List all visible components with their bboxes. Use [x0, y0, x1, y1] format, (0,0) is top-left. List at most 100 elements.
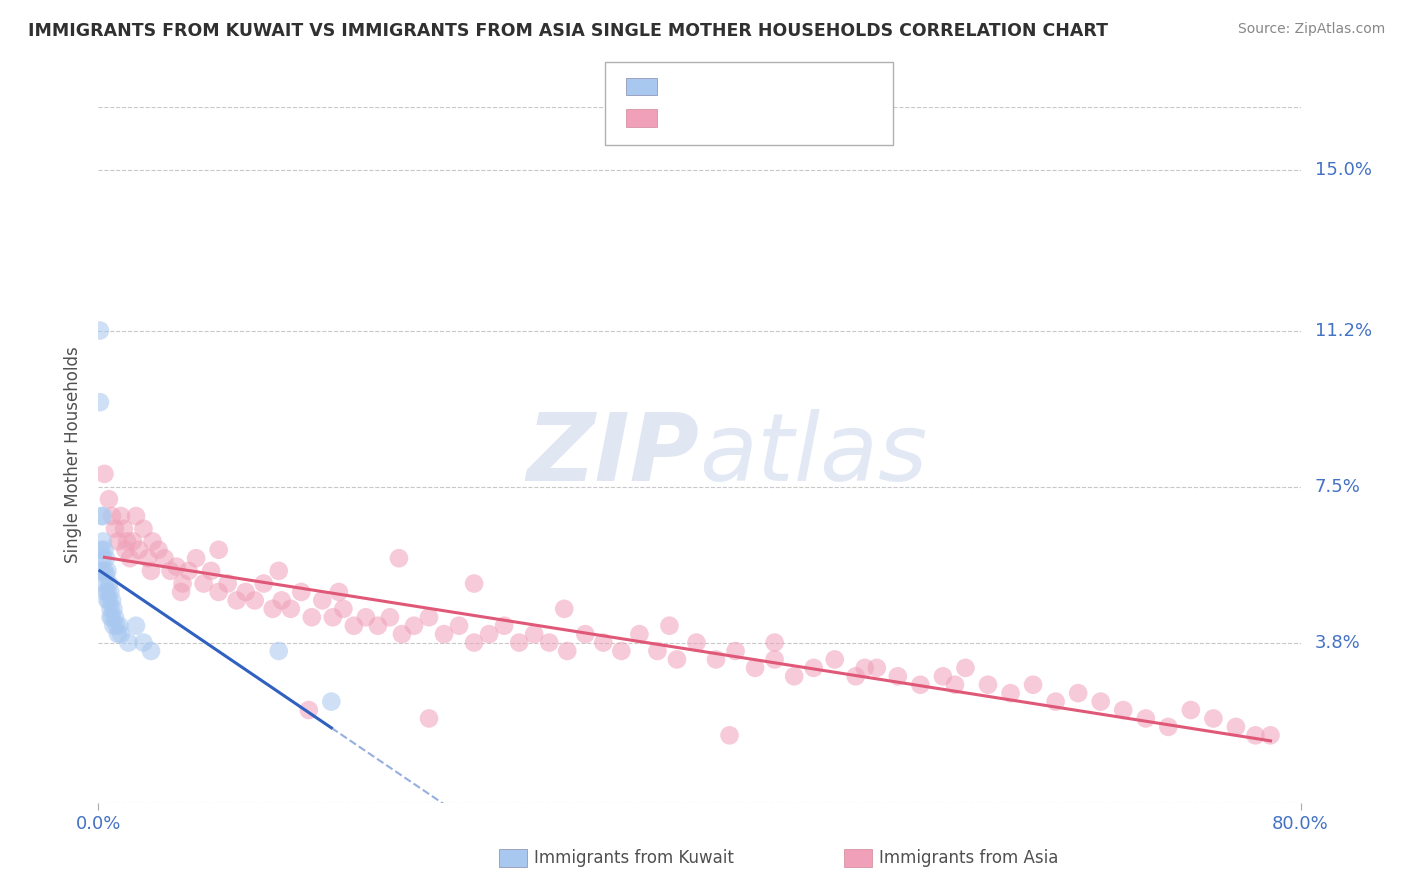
Point — [122, 534, 145, 549]
Point — [845, 669, 868, 683]
Point — [235, 585, 257, 599]
Text: R =: R = — [668, 109, 704, 127]
Point — [783, 669, 806, 683]
Point — [101, 610, 124, 624]
Point — [932, 669, 955, 683]
Point — [270, 593, 292, 607]
Point — [91, 509, 114, 524]
Point — [159, 564, 181, 578]
Text: N =: N = — [773, 109, 810, 127]
Point — [724, 644, 747, 658]
Point — [115, 534, 138, 549]
Point — [402, 618, 425, 632]
Point — [103, 602, 125, 616]
Point — [267, 644, 290, 658]
Point — [388, 551, 411, 566]
Point — [107, 627, 129, 641]
Point — [89, 324, 111, 338]
Point — [193, 576, 215, 591]
Point — [101, 593, 124, 607]
Point — [104, 522, 127, 536]
Point — [744, 661, 766, 675]
Point — [378, 610, 401, 624]
Point — [139, 564, 162, 578]
Point — [280, 602, 302, 616]
Point — [90, 564, 112, 578]
Point — [943, 678, 966, 692]
Point — [93, 542, 115, 557]
Point — [1202, 711, 1225, 725]
Point — [141, 534, 163, 549]
Point — [910, 678, 932, 692]
Point — [658, 618, 681, 632]
Point — [433, 627, 456, 641]
Point — [1244, 728, 1267, 742]
Text: Immigrants from Asia: Immigrants from Asia — [879, 849, 1059, 867]
Point — [463, 635, 485, 649]
Point — [1112, 703, 1135, 717]
Point — [1225, 720, 1247, 734]
Point — [96, 585, 118, 599]
Point — [665, 652, 688, 666]
Point — [117, 635, 139, 649]
Text: ZIP: ZIP — [527, 409, 699, 501]
Point — [1000, 686, 1022, 700]
Point — [463, 576, 485, 591]
Point — [94, 568, 117, 582]
Point — [328, 585, 350, 599]
Point — [132, 522, 155, 536]
Point — [367, 618, 389, 632]
Point — [887, 669, 910, 683]
Point — [172, 576, 194, 591]
Point — [90, 542, 112, 557]
Point — [866, 661, 889, 675]
Point — [1022, 678, 1045, 692]
Point — [153, 551, 176, 566]
Point — [225, 593, 247, 607]
Point — [125, 509, 148, 524]
Text: Immigrants from Kuwait: Immigrants from Kuwait — [534, 849, 734, 867]
Point — [418, 711, 440, 725]
Y-axis label: Single Mother Households: Single Mother Households — [65, 347, 83, 563]
Point — [208, 542, 231, 557]
Point — [553, 602, 575, 616]
Point — [110, 627, 132, 641]
Point — [343, 618, 366, 632]
Point — [322, 610, 344, 624]
Point — [1067, 686, 1090, 700]
Text: -0.459: -0.459 — [707, 109, 766, 127]
Point — [685, 635, 707, 649]
Text: 15.0%: 15.0% — [1315, 161, 1372, 179]
Point — [763, 652, 786, 666]
Point — [332, 602, 354, 616]
Point — [94, 551, 117, 566]
Point — [267, 564, 290, 578]
Point — [114, 542, 136, 557]
Point — [538, 635, 561, 649]
Point — [107, 534, 129, 549]
Point — [290, 585, 312, 599]
Point — [628, 627, 651, 641]
Point — [96, 593, 118, 607]
Text: 103: 103 — [813, 109, 848, 127]
Point — [170, 585, 193, 599]
Point — [103, 618, 125, 632]
Point — [1260, 728, 1282, 742]
Point — [1180, 703, 1202, 717]
Point — [91, 551, 114, 566]
Point — [200, 564, 222, 578]
Point — [704, 652, 727, 666]
Text: 37: 37 — [813, 78, 837, 95]
Text: 7.5%: 7.5% — [1315, 477, 1361, 496]
Point — [100, 602, 122, 616]
Point — [110, 509, 132, 524]
Point — [298, 703, 321, 717]
Text: IMMIGRANTS FROM KUWAIT VS IMMIGRANTS FROM ASIA SINGLE MOTHER HOUSEHOLDS CORRELAT: IMMIGRANTS FROM KUWAIT VS IMMIGRANTS FRO… — [28, 22, 1108, 40]
Point — [262, 602, 284, 616]
Point — [253, 576, 276, 591]
Point — [139, 644, 162, 658]
Point — [391, 627, 413, 641]
Point — [96, 564, 118, 578]
Point — [523, 627, 546, 641]
Point — [824, 652, 846, 666]
